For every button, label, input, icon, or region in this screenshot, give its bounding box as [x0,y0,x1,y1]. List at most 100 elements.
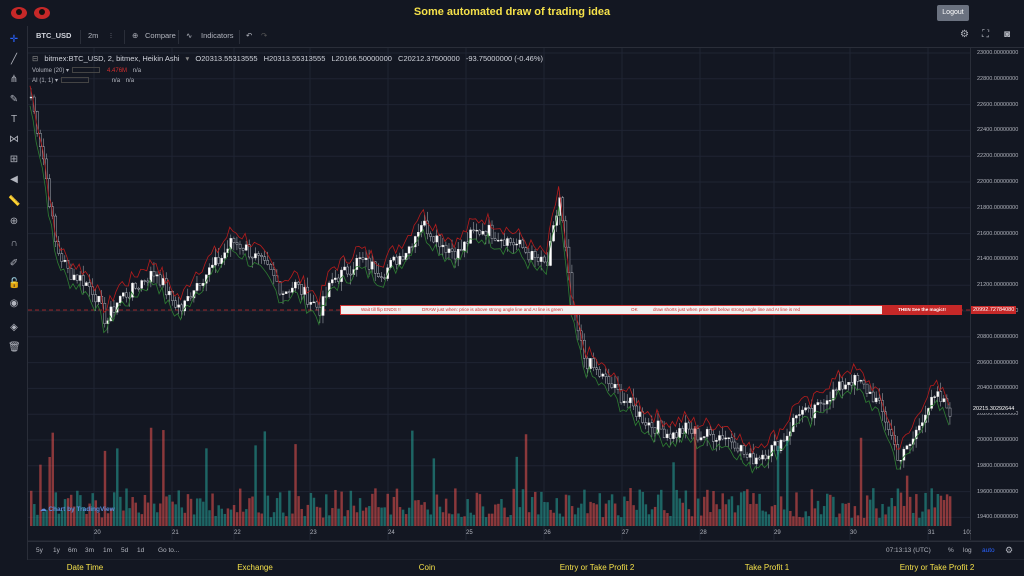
range-5d[interactable]: 5d [121,547,129,554]
brush-icon[interactable]: ✎ [9,94,19,105]
pattern-icon[interactable]: ⋈ [9,134,19,145]
footer-entry-tp2-b[interactable]: Entry or Take Profit 2 [899,563,975,572]
price-axis[interactable]: 23000.00000000 22800.00000000 22600.000000… [970,48,1024,540]
chart-style-icon[interactable]: ⫶ [110,31,112,40]
ruler-icon[interactable]: 📏 [8,196,21,207]
crosshair-icon[interactable]: ✛ [9,34,19,45]
pitchfork-icon[interactable]: ⋔ [9,74,19,85]
candle [890,429,893,436]
volume-bar [146,502,150,526]
price-tick: 19600.00000000 [977,488,1019,495]
percent-toggle[interactable]: % [948,547,954,554]
watermark[interactable]: ☁ Chart by TradingView [40,505,115,513]
range-3m[interactable]: 3m [85,547,95,554]
footer-entry-tp2[interactable]: Entry or Take Profit 2 [559,563,635,572]
symbol-search[interactable]: BTC_USD [36,31,72,40]
volume-bar [275,498,279,526]
gear-icon[interactable]: ⚙ [1005,545,1014,555]
layers-icon[interactable]: ◈ [10,322,18,333]
candle [927,408,930,416]
indicators-button[interactable]: Indicators [201,31,234,40]
auto-toggle[interactable]: auto [982,547,995,554]
volume-bar [549,509,552,526]
goto-button[interactable]: Go to... [158,547,180,554]
interval-selector[interactable]: 2m [88,31,99,40]
candle [241,248,245,251]
lock-drawings-icon[interactable]: ✐ [9,258,19,269]
candle [635,405,638,417]
footer-tp1[interactable]: Take Profit 1 [744,563,790,572]
indicator-controls[interactable] [72,67,101,74]
footer-exchange[interactable]: Exchange [237,563,273,572]
trend-line-icon[interactable]: ╱ [10,54,18,65]
candle [610,383,614,388]
candle [392,256,396,261]
compare-icon[interactable]: ⊕ [132,31,139,40]
price-chart[interactable] [28,48,970,540]
range-1m[interactable]: 1m [103,547,113,554]
volume-bar [340,491,343,526]
chart-pane[interactable] [28,48,970,540]
candle [856,375,860,382]
text-icon[interactable]: T [10,114,18,125]
prediction-icon[interactable]: ⊞ [9,154,19,165]
back-arrow-icon[interactable]: ◀ [10,174,18,185]
volume-bar [706,489,709,526]
candle [761,454,764,460]
magnet-icon[interactable]: ∩ [10,238,18,249]
eye-icon[interactable]: ◉ [9,298,19,309]
candle [822,403,826,405]
candle [613,384,617,388]
ai-indicator-row[interactable]: AI (1, 1) ▾ n/a n/a [32,77,135,84]
volume-bar [927,509,930,526]
log-toggle[interactable]: log [963,547,972,554]
range-6m[interactable]: 6m [68,547,78,554]
volume-bar [432,458,436,526]
volume-bar [140,514,144,526]
candle [798,414,801,416]
indicators-icon[interactable]: ∿ [186,31,193,40]
candle [755,457,758,465]
fullscreen-icon[interactable]: ⛶ [982,29,989,40]
price-tick: 22600.00000000 [977,101,1019,108]
volume-bar [755,503,758,526]
volume-bar [899,492,903,526]
camera-icon[interactable]: ◙ [1004,29,1011,40]
volume-bar [902,505,906,526]
indicator-controls-ai[interactable] [61,77,90,84]
volume-bar [134,502,137,526]
compare-button[interactable]: Compare [145,31,176,40]
volume-bar [890,497,893,526]
volume-indicator-row[interactable]: Volume (20) ▾ 4.476M n/a [32,67,142,74]
price-tick: 19400.00000000 [977,514,1019,521]
chevron-down-icon[interactable]: ▾ [185,54,190,63]
range-1y[interactable]: 1y [53,547,60,554]
settings-icon[interactable]: ⚙ [960,29,969,40]
undo-icon[interactable]: ↶ [246,31,253,40]
redo-icon[interactable]: ↷ [261,31,268,40]
volume-bar [632,505,635,526]
candle [930,396,933,409]
footer-date-time[interactable]: Date Time [66,563,104,572]
candle [807,407,810,409]
range-1d[interactable]: 1d [137,547,145,554]
volume-bar [822,506,826,526]
candle [487,224,491,236]
range-5y[interactable]: 5y [36,547,43,554]
volume-bar [122,510,125,526]
candle [838,381,841,391]
footer-coin[interactable]: Coin [418,563,436,572]
volume-bar [908,496,912,526]
volume-bar [595,504,598,526]
logout-button[interactable]: Logout [937,5,969,21]
candle [785,435,789,442]
collapse-icon[interactable]: ⊟ [32,54,39,63]
price-tick: 22000.00000000 [977,179,1019,185]
volume-bar [647,514,651,526]
trash-icon[interactable]: 🗑 [8,342,21,353]
time-axis[interactable]: 20 21 22 23 24 25 26 27 28 29 30 31 10: [28,528,971,540]
lock-icon[interactable]: 🔓 [8,278,21,289]
zoom-icon[interactable]: ⊕ [9,216,19,227]
candle [312,301,316,304]
volume-bar [727,499,731,526]
